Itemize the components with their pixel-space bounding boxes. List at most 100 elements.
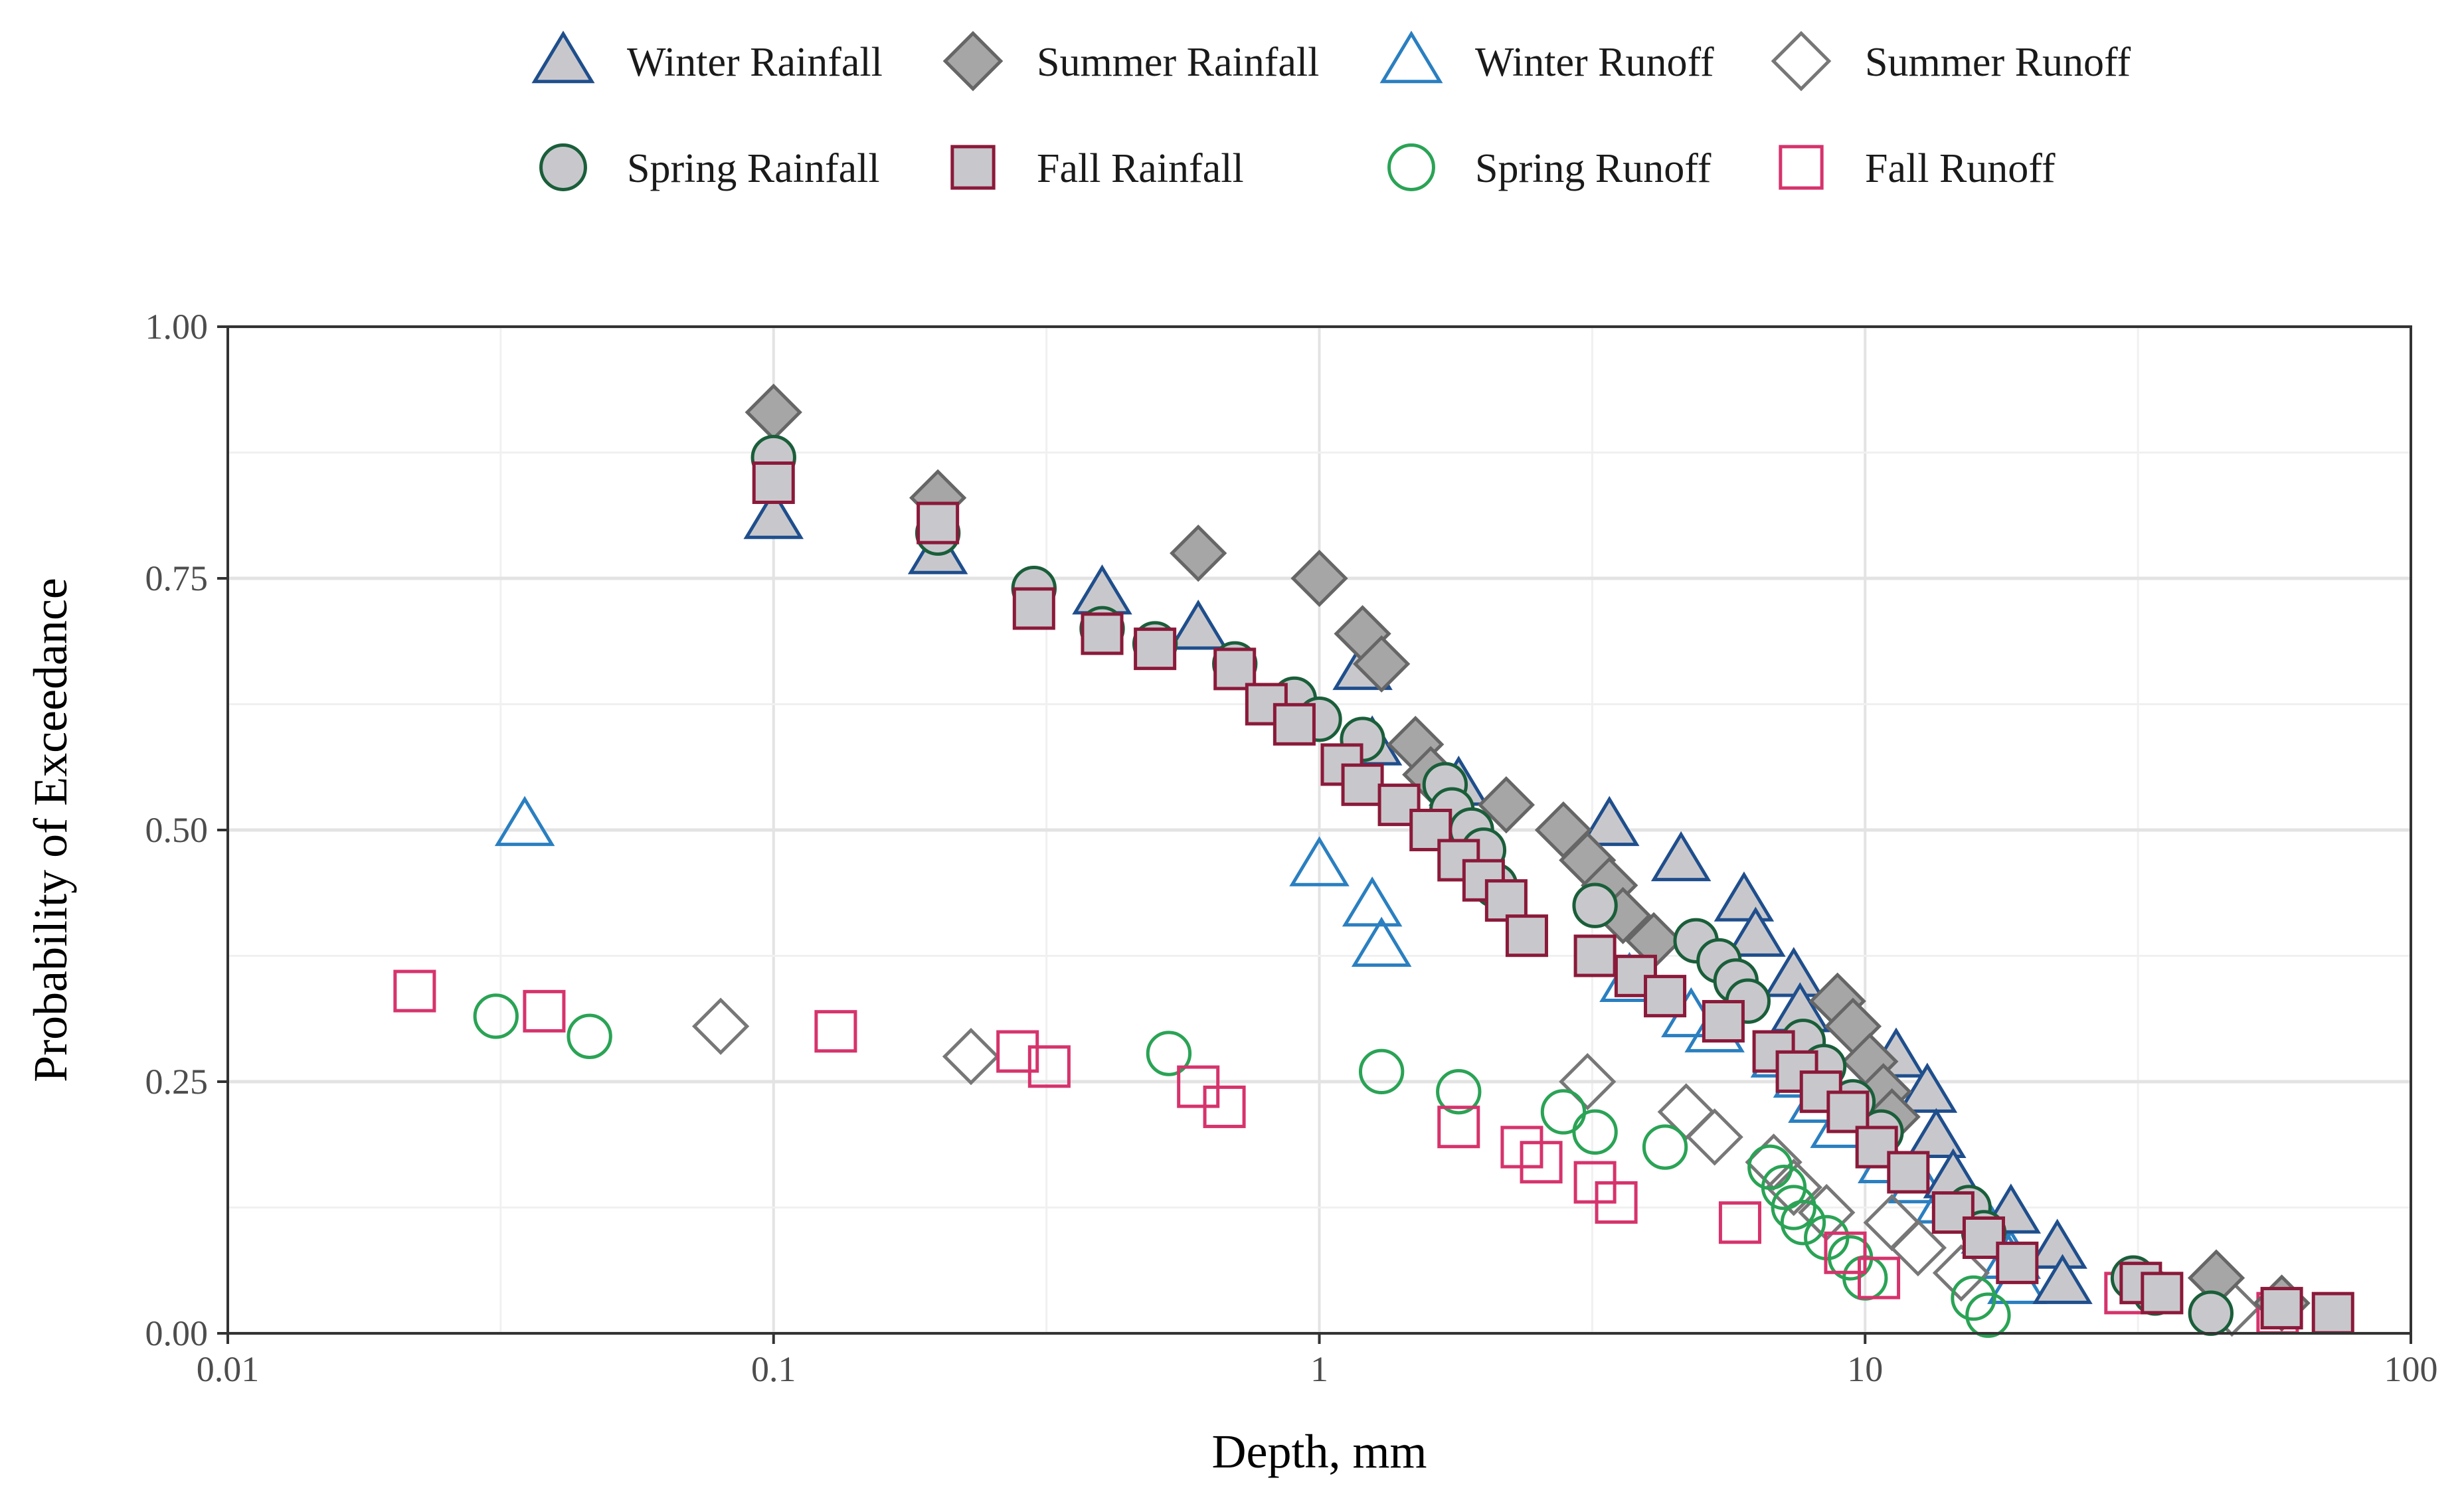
point-winter-rainfall — [2032, 1254, 2093, 1304]
legend-item-spring-rainfall: Spring Rainfall — [539, 143, 880, 191]
legend-item-summer-rainfall: Summer Rainfall — [942, 31, 1319, 92]
legend-label: Winter Runoff — [1475, 40, 1714, 85]
point-fall-rainfall — [1213, 647, 1257, 691]
legend-item-winter-rainfall: Winter Rainfall — [531, 31, 883, 85]
x-tick-label: 10 — [1847, 1349, 1883, 1389]
point-spring-rainfall — [1572, 882, 1618, 928]
data-points — [393, 383, 2354, 1338]
series-summer-runoff — [691, 997, 2261, 1337]
point-summer-runoff — [1932, 1244, 1990, 1302]
point-fall-rainfall — [1484, 879, 1528, 922]
point-fall-rainfall — [2311, 1291, 2354, 1335]
point-spring-rainfall — [2188, 1290, 2234, 1336]
legend-key — [539, 143, 587, 191]
legend-key — [531, 31, 595, 84]
y-tick-label: 1.00 — [145, 307, 209, 347]
point-spring-runoff — [1540, 1089, 1587, 1135]
series-winter-rainfall — [743, 489, 2093, 1304]
point-fall-rainfall — [1826, 1090, 1870, 1133]
point-fall-runoff — [1203, 1085, 1246, 1128]
point-summer-runoff — [1889, 1219, 1947, 1277]
legend-label: Spring Runoff — [1475, 146, 1712, 191]
point-fall-rainfall — [1273, 703, 1316, 746]
point-fall-runoff — [393, 969, 436, 1013]
point-spring-runoff — [1572, 1109, 1618, 1155]
y-tick-label: 0.25 — [145, 1062, 209, 1102]
legend-item-winter-runoff: Winter Runoff — [1379, 31, 1714, 85]
point-spring-runoff — [1761, 1165, 1807, 1210]
point-summer-rainfall — [1170, 524, 1227, 582]
legend-label: Summer Rainfall — [1037, 40, 1319, 85]
y-tick-label: 0.75 — [145, 558, 209, 598]
point-winter-rainfall — [1906, 1108, 1967, 1159]
point-fall-runoff — [1824, 1231, 1867, 1274]
point-winter-runoff — [494, 795, 555, 847]
point-winter-rainfall — [1579, 795, 1640, 847]
legend-item-fall-rainfall: Fall Rainfall — [950, 145, 1244, 191]
gridlines — [226, 325, 2412, 1335]
series-fall-runoff — [393, 969, 2299, 1335]
point-summer-rainfall — [1477, 776, 1536, 834]
point-winter-runoff — [1342, 876, 1403, 927]
legend-key — [1379, 31, 1443, 84]
point-fall-rainfall — [1012, 587, 1055, 630]
legend-key — [950, 145, 996, 190]
point-fall-runoff — [996, 1030, 1039, 1073]
point-spring-runoff — [1951, 1275, 1996, 1321]
point-summer-runoff — [1559, 1052, 1617, 1111]
legend-key — [1771, 31, 1832, 92]
point-fall-rainfall — [1409, 808, 1452, 852]
point-fall-runoff — [1718, 1201, 1761, 1244]
point-fall-rainfall — [1996, 1241, 2039, 1284]
legend-key — [942, 31, 1004, 92]
point-summer-runoff — [1765, 1159, 1822, 1216]
x-axis-label: Depth, mm — [1212, 1425, 1427, 1478]
point-fall-runoff — [1437, 1106, 1480, 1149]
series-fall-rainfall — [752, 461, 2354, 1335]
point-winter-runoff — [1289, 836, 1350, 886]
point-fall-rainfall — [1573, 934, 1617, 977]
point-fall-rainfall — [1644, 975, 1687, 1018]
point-spring-runoff — [1146, 1031, 1192, 1076]
point-fall-rainfall — [1702, 1000, 1745, 1043]
point-fall-rainfall — [1134, 627, 1177, 671]
point-spring-runoff — [567, 1013, 612, 1059]
point-spring-runoff — [1436, 1068, 1482, 1115]
x-tick-label: 0.01 — [197, 1349, 260, 1389]
point-summer-runoff — [691, 997, 750, 1055]
legend-label: Spring Rainfall — [627, 146, 880, 191]
point-winter-runoff — [1351, 916, 1412, 967]
legend-item-fall-runoff: Fall Runoff — [1779, 145, 2056, 191]
point-spring-runoff — [473, 993, 519, 1039]
point-spring-runoff — [1642, 1124, 1688, 1170]
legend-label: Fall Rainfall — [1037, 146, 1244, 191]
point-fall-rainfall — [917, 501, 960, 544]
point-spring-runoff — [1965, 1292, 2011, 1338]
point-fall-runoff — [1027, 1045, 1071, 1088]
legend: Winter Rainfall Summer Rainfall Winter Run… — [531, 31, 2131, 191]
point-winter-rainfall — [743, 489, 804, 539]
point-fall-rainfall — [1081, 612, 1124, 655]
point-fall-rainfall — [2260, 1287, 2303, 1330]
point-winter-rainfall — [1725, 906, 1786, 957]
point-spring-runoff — [1358, 1048, 1405, 1095]
point-winter-rainfall — [1168, 600, 1229, 650]
x-tick-label: 0.1 — [751, 1349, 796, 1389]
point-summer-runoff — [1657, 1083, 1715, 1141]
point-fall-runoff — [1858, 1256, 1901, 1299]
series-summer-rainfall — [745, 383, 2311, 1332]
point-fall-runoff — [523, 989, 566, 1033]
point-fall-rainfall — [2141, 1272, 2184, 1315]
point-summer-rainfall — [745, 383, 802, 441]
x-tick-label: 1 — [1310, 1349, 1328, 1389]
legend-item-summer-runoff: Summer Runoff — [1771, 31, 2131, 92]
point-summer-runoff — [1863, 1194, 1921, 1252]
point-fall-rainfall — [1341, 763, 1384, 806]
legend-key — [1779, 145, 1824, 190]
legend-label: Summer Runoff — [1865, 40, 2131, 85]
legend-key — [1387, 143, 1435, 191]
point-summer-rainfall — [1290, 549, 1348, 608]
axes: 0.01 0.1 1 10 100 0.00 0.25 0.50 0.75 1.00 — [145, 307, 2438, 1389]
point-winter-rainfall — [1714, 871, 1775, 922]
